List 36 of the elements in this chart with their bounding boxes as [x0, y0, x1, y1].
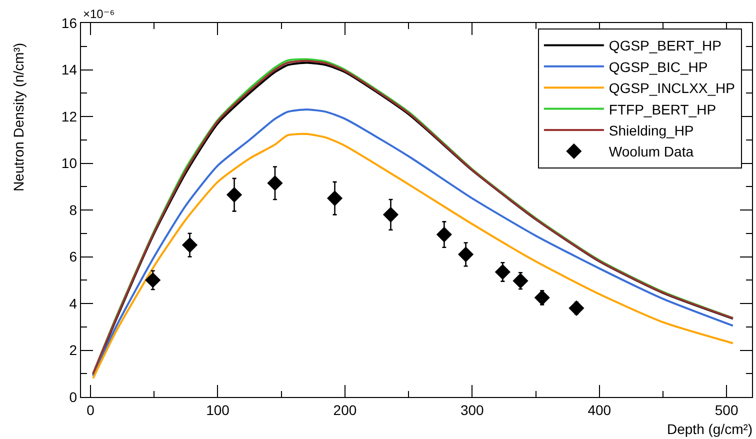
legend-label: QGSP_BERT_HP	[608, 38, 722, 54]
x-tick-label: 500	[714, 402, 738, 418]
y-axis-title: Neutron Density (n/cm³)	[10, 42, 26, 192]
legend-label: Woolum Data	[608, 144, 694, 160]
point	[494, 264, 510, 280]
x-tick-label: 0	[86, 402, 95, 418]
y-tick-label: 6	[69, 248, 78, 265]
x-tick-label: 200	[333, 402, 357, 418]
text: ×10⁻⁶	[83, 7, 115, 21]
legend-label: QGSP_BIC_HP	[608, 58, 708, 75]
y-tick-label: 12	[61, 108, 78, 124]
x-tick-label: 300	[460, 402, 484, 418]
y-tick-label: 0	[69, 388, 78, 405]
y-tick-label: 16	[61, 14, 78, 31]
point	[267, 175, 283, 191]
legend-label: FTFP_BERT_HP	[608, 101, 716, 118]
point	[326, 190, 343, 206]
legend-label: Shielding_HP	[608, 122, 694, 138]
point	[145, 272, 161, 288]
point	[182, 237, 198, 253]
y-tick-label: 14	[61, 62, 78, 78]
y-tick-label: 2	[69, 342, 78, 358]
point	[568, 300, 584, 316]
x-tick-label: 400	[588, 402, 612, 418]
point	[436, 226, 452, 242]
x-axis-title: Depth (g/cm²)	[667, 421, 753, 437]
point	[534, 290, 550, 306]
x-tick-label: 100	[206, 402, 230, 418]
point	[226, 187, 242, 203]
y-tick-label: 10	[61, 155, 78, 172]
y-tick-label: 4	[69, 295, 78, 312]
legend-label: QGSP_INCLXX_HP	[608, 80, 735, 96]
point	[512, 273, 528, 289]
y-tick-label: 8	[69, 202, 78, 218]
point	[382, 206, 399, 222]
point	[458, 246, 474, 262]
